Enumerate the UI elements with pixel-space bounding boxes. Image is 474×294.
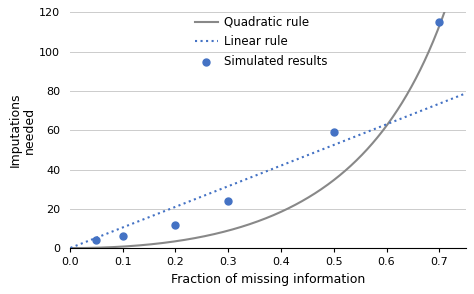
Quadratic rule bbox=[108, 245, 114, 249]
Line: Quadratic rule: Quadratic rule bbox=[71, 0, 465, 248]
Linear rule bbox=[228, 184, 233, 187]
Linear rule bbox=[463, 92, 468, 95]
Simulated results bbox=[330, 130, 337, 135]
Quadratic rule bbox=[68, 246, 73, 250]
Linear rule bbox=[383, 123, 389, 126]
X-axis label: Fraction of missing information: Fraction of missing information bbox=[171, 273, 365, 286]
Linear rule bbox=[242, 178, 247, 182]
Simulated results bbox=[225, 198, 232, 203]
Quadratic rule bbox=[339, 172, 345, 175]
Linear rule bbox=[376, 126, 382, 129]
Simulated results bbox=[119, 234, 127, 239]
Quadratic rule bbox=[242, 224, 247, 228]
Linear rule bbox=[339, 140, 345, 143]
Simulated results bbox=[172, 222, 179, 227]
Line: Linear rule: Linear rule bbox=[71, 93, 465, 248]
Y-axis label: Imputations
needed: Imputations needed bbox=[9, 93, 36, 168]
Quadratic rule bbox=[383, 125, 389, 128]
Quadratic rule bbox=[376, 134, 382, 138]
Simulated results bbox=[436, 20, 443, 24]
Legend: Quadratic rule, Linear rule, Simulated results: Quadratic rule, Linear rule, Simulated r… bbox=[194, 16, 328, 68]
Quadratic rule bbox=[228, 228, 233, 232]
Linear rule bbox=[108, 230, 114, 234]
Linear rule bbox=[68, 246, 73, 250]
Simulated results bbox=[92, 238, 100, 243]
